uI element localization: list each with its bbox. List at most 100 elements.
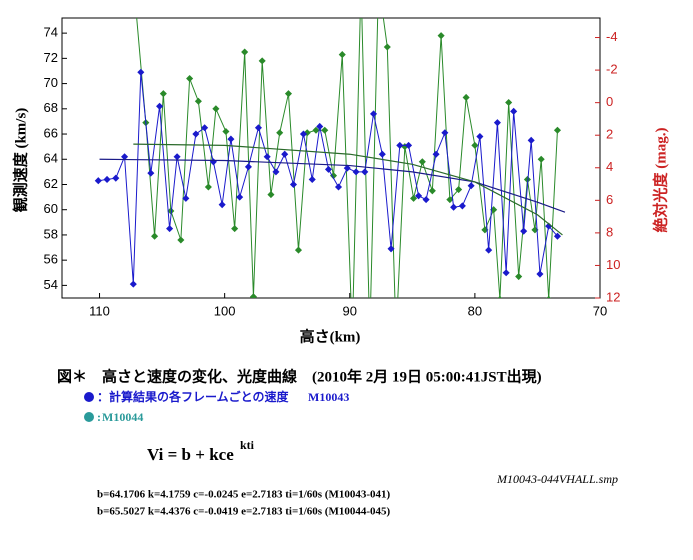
data-point (370, 110, 378, 118)
y-axis-label: 観測速度 (km/s) (11, 108, 29, 213)
data-point (527, 136, 535, 144)
data-point (272, 168, 280, 176)
params: b=64.1706 k=4.1759 c=-0.0245 e=2.7183 ti… (97, 489, 391, 501)
data-point (308, 175, 316, 183)
data-point (276, 129, 284, 137)
data-point (352, 168, 360, 176)
data-point (312, 126, 320, 134)
fit-curve (133, 143, 563, 236)
data-point (151, 232, 159, 240)
data-point (231, 225, 239, 233)
data-point (294, 246, 303, 254)
data-point (281, 150, 289, 158)
y-tick-label: 64 (44, 151, 58, 166)
data-point (458, 202, 466, 210)
legend-label: M10044 (102, 410, 143, 424)
x-tick-label: 70 (593, 303, 607, 318)
data-point (227, 135, 235, 143)
legend-note: ：計算結果の各フレームごとの速度 (97, 389, 290, 404)
data-point (537, 155, 545, 163)
data-point (338, 51, 346, 59)
data-point (545, 295, 553, 298)
data-point (523, 175, 531, 183)
data-point (476, 133, 484, 141)
y-tick-label: 56 (44, 252, 58, 267)
data-point (129, 280, 137, 288)
data-point (441, 129, 449, 137)
y2-tick-label: 10 (606, 257, 620, 272)
data-point (212, 105, 220, 113)
formula-exponent: kti (240, 438, 255, 452)
y2-axis-label: 絶対光度 (mag.) (651, 128, 669, 233)
data-point (173, 153, 181, 161)
data-point (515, 273, 523, 281)
y2-tick-label: 4 (606, 159, 613, 174)
data-point (177, 236, 185, 244)
y2-tick-label: -2 (606, 62, 618, 77)
x-axis-label: 高さ(km) (300, 327, 361, 345)
legend-swatch (84, 392, 94, 402)
data-point (496, 295, 504, 298)
data-point (186, 75, 194, 83)
data-point (410, 194, 418, 202)
data-point (121, 153, 129, 161)
data-point (432, 150, 440, 158)
data-point (520, 227, 528, 235)
data-point (502, 269, 510, 277)
data-point (396, 141, 404, 149)
data-point (471, 141, 479, 149)
y-tick-label: 74 (44, 25, 58, 40)
y-tick-label: 66 (44, 125, 58, 140)
data-point (167, 207, 175, 215)
data-point (437, 32, 445, 40)
data-point (324, 165, 333, 173)
data-point (422, 196, 430, 204)
legend-swatch (84, 412, 94, 422)
data-point (383, 43, 391, 51)
data-point (428, 187, 436, 195)
data-point (462, 93, 470, 101)
params: b=65.5027 k=4.4376 c=-0.0419 e=2.7183 ti… (97, 506, 391, 518)
data-point (316, 122, 324, 131)
x-tick-label: 80 (468, 303, 482, 318)
data-point (241, 48, 249, 56)
data-point (450, 203, 458, 211)
x-tick-label: 110 (89, 303, 110, 318)
data-point (289, 180, 298, 189)
data-point (254, 124, 262, 132)
data-point (378, 150, 386, 158)
legend-label: M10043 (308, 390, 349, 404)
data-point (510, 107, 518, 115)
data-point (236, 193, 244, 201)
data-point (393, 332, 400, 339)
data-point (553, 126, 561, 134)
data-point (485, 246, 493, 254)
data-point (132, 4, 139, 11)
y2-tick-label: 0 (606, 94, 613, 109)
data-point (334, 183, 343, 191)
data-point (455, 185, 463, 194)
data-point (405, 141, 413, 149)
y-tick-label: 58 (44, 226, 58, 241)
y-tick-label: 60 (44, 201, 58, 216)
data-point (267, 191, 275, 199)
data-point (194, 97, 202, 105)
data-point (343, 164, 351, 172)
data-point (192, 130, 200, 138)
data-point (263, 153, 271, 161)
y-tick-label: 72 (44, 50, 58, 65)
data-point (467, 182, 475, 190)
data-point (94, 177, 102, 185)
data-point (493, 119, 501, 127)
data-point (182, 194, 190, 202)
y2-tick-label: 8 (606, 224, 613, 239)
data-point (249, 293, 257, 298)
data-point (418, 158, 426, 166)
x-tick-label: 100 (214, 303, 236, 318)
filename: M10043-044VHALL.smp (496, 472, 618, 486)
data-point (159, 90, 167, 98)
data-point (329, 172, 338, 180)
data-point (103, 175, 111, 183)
data-point (218, 201, 226, 209)
